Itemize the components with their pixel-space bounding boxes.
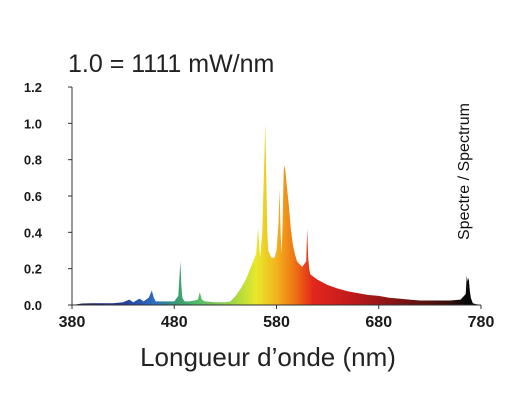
x-tick-label: 780: [468, 314, 495, 331]
spectrum-area-0: [72, 123, 481, 305]
legend-label: Spectre / Spectrum: [456, 103, 473, 240]
chart-title: 1.0 = 1111 mW/nm: [68, 50, 274, 78]
y-tick-label: 0.6: [24, 189, 42, 204]
y-tick-label: 1.2: [24, 80, 42, 95]
x-tick-label: 380: [59, 314, 86, 331]
y-tick-label: 1.0: [24, 116, 42, 131]
x-tick-label: 580: [263, 314, 290, 331]
x-tick-label: 680: [365, 314, 392, 331]
y-tick-label: 0.2: [24, 262, 42, 277]
y-tick-label: 0.4: [24, 225, 43, 240]
y-tick-label: 0.8: [24, 153, 42, 168]
y-tick-label: 0.0: [24, 298, 42, 313]
x-axis-label: Longueur d’onde (nm): [140, 342, 396, 372]
x-tick-label: 480: [161, 314, 188, 331]
plot-area: 0.0 0.2 0.4 0.6 0.8 1.0 1.2 380 480 580 680 780: [24, 80, 495, 331]
